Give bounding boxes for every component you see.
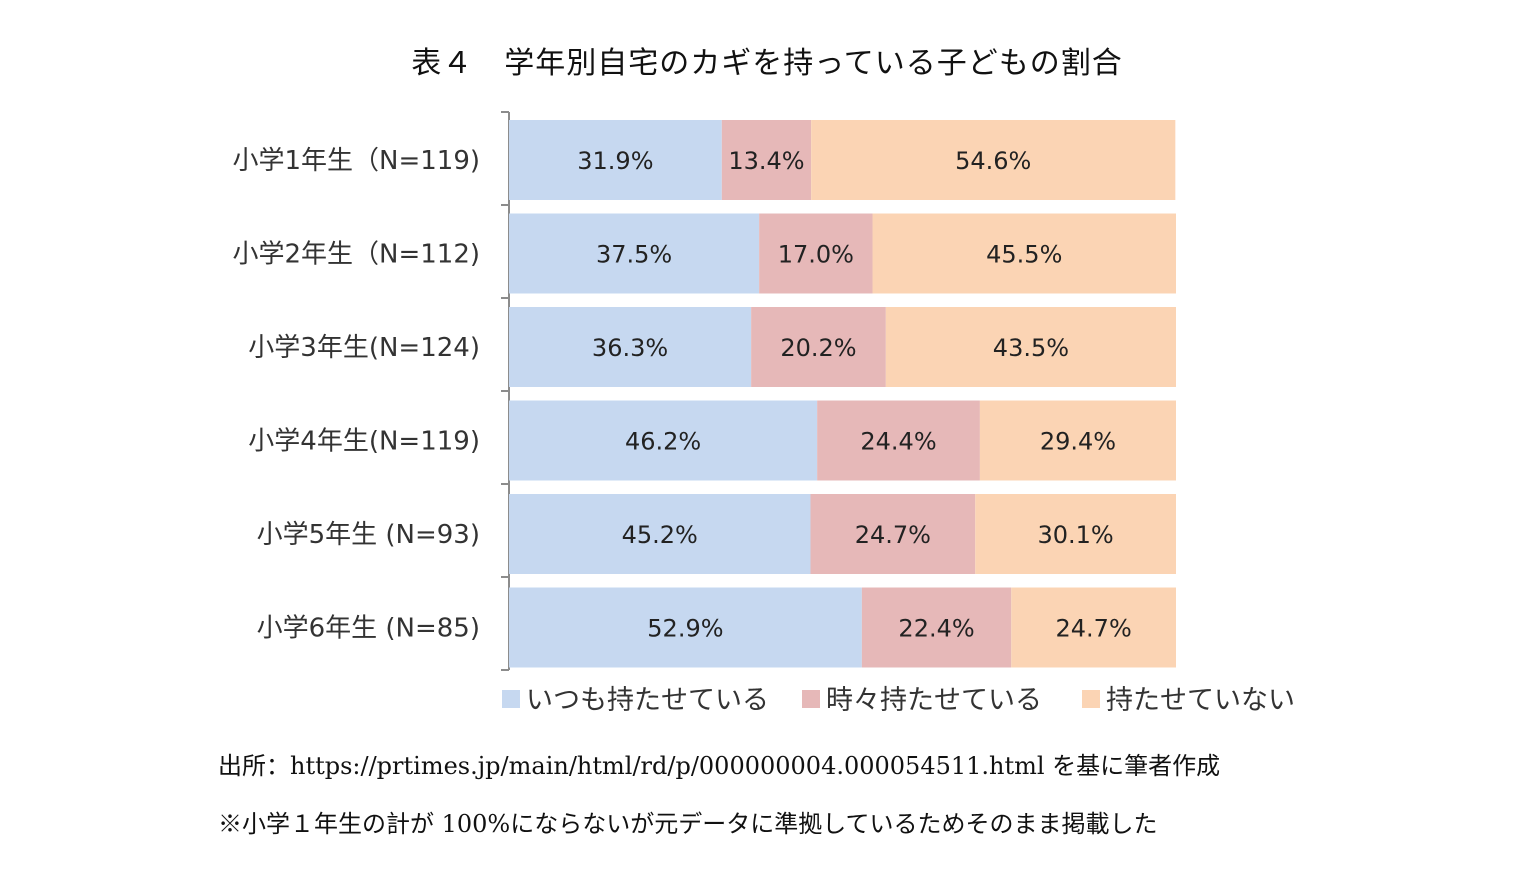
source-note: 出所：https://prtimes.jp/main/html/rd/p/000… (218, 752, 1221, 780)
bar-segment-never (1011, 587, 1176, 668)
bar-segment-always (509, 213, 760, 294)
category-label: 小学3年生(N=124) (248, 333, 480, 363)
figure-title: 表４ 学年別自宅のカギを持っている子どもの割合 (411, 46, 1123, 81)
data-label: 52.9% (647, 615, 723, 643)
data-label: 24.7% (855, 521, 931, 549)
data-label: 20.2% (780, 334, 856, 362)
data-labels: 31.9% 13.4% 54.6% 37.5% 17.0% 45.5% 36.3% 20.2%… (577, 147, 1131, 643)
legend-label-never: 持たせていない (1106, 685, 1295, 716)
data-label: 45.2% (622, 521, 698, 549)
data-label: 37.5% (596, 241, 672, 269)
bar-segment-always (509, 120, 722, 200)
category-label: 小学5年生 (N=93) (257, 520, 480, 550)
bar-segment-never (885, 307, 1176, 387)
legend-swatch-always (502, 690, 520, 708)
category-labels: 小学1年生（N=119) 小学2年生（N=112) 小学3年生(N=124) 小学4年… (232, 146, 480, 644)
bar-segment-sometimes (721, 120, 812, 200)
data-label: 54.6% (955, 147, 1031, 175)
bar-segment-never (979, 400, 1176, 481)
bar-segment-sometimes (751, 307, 886, 387)
remark-note: ※小学１年生の計が 100%にならないが元データに準拠しているためそのまま掲載し… (218, 810, 1158, 838)
bar-segment-never (811, 120, 1176, 200)
data-label: 24.7% (1056, 615, 1132, 643)
category-label: 小学2年生（N=112) (232, 240, 480, 270)
data-label: 45.5% (986, 241, 1062, 269)
category-label: 小学6年生 (N=85) (257, 614, 480, 644)
y-axis (501, 111, 510, 671)
data-label: 36.3% (592, 334, 668, 362)
data-label: 43.5% (993, 334, 1069, 362)
bar-segment-always (509, 307, 752, 387)
category-label: 小学1年生（N=119) (232, 146, 480, 176)
category-label: 小学4年生(N=119) (248, 427, 480, 457)
legend-swatch-sometimes (802, 690, 820, 708)
data-label: 17.0% (778, 241, 854, 269)
data-label: 30.1% (1037, 521, 1113, 549)
bar-segment-always (509, 587, 862, 668)
bar-segment-sometimes (817, 400, 980, 481)
data-label: 31.9% (577, 147, 653, 175)
data-label: 46.2% (625, 428, 701, 456)
bar-segment-never (872, 213, 1176, 294)
data-label: 13.4% (728, 147, 804, 175)
data-label: 22.4% (898, 615, 974, 643)
bar-segment-sometimes (759, 213, 873, 294)
bar-segment-sometimes (861, 587, 1012, 668)
legend: いつも持たせている 時々持たせている 持たせていない (502, 685, 1295, 716)
bar-segment-always (509, 494, 811, 574)
bars (509, 120, 1176, 668)
bar-segment-always (509, 400, 818, 481)
bar-segment-sometimes (810, 494, 976, 574)
data-label: 24.4% (860, 428, 936, 456)
bar-segment-never (975, 494, 1176, 574)
legend-swatch-never (1082, 690, 1100, 708)
data-label: 29.4% (1040, 428, 1116, 456)
legend-label-sometimes: 時々持たせている (826, 685, 1042, 716)
legend-label-always: いつも持たせている (526, 685, 769, 716)
